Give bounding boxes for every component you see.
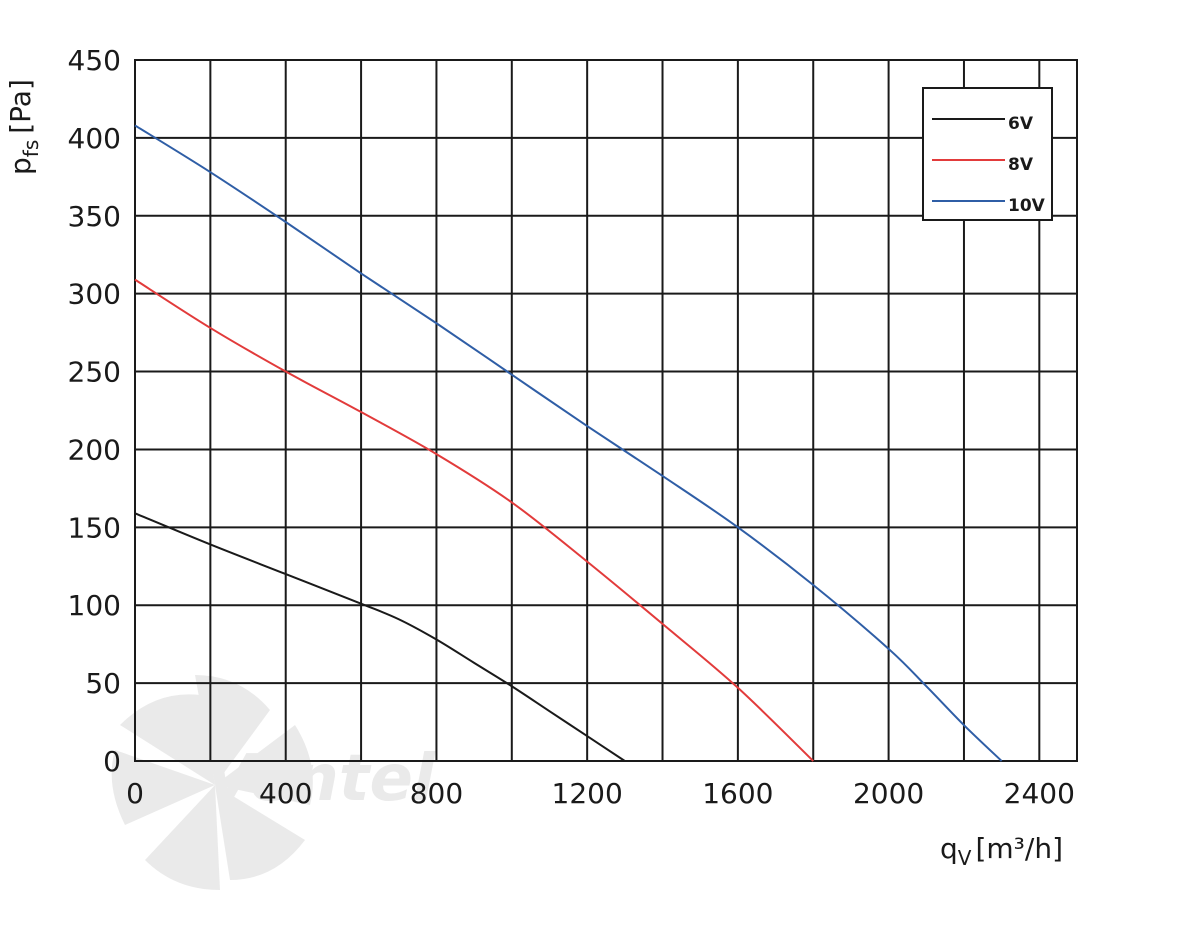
legend-label-8v: 8V [1008,155,1034,175]
y-tick-label: 350 [68,200,121,233]
x-tick-label: 0 [126,777,144,810]
series-line-10v [134,124,1003,762]
y-tick-label: 200 [68,433,121,466]
y-tick-label: 400 [68,122,121,155]
watermark-text: Ventel [205,742,436,816]
x-tick-label: 1200 [552,777,623,810]
series-lines [134,124,1003,762]
y-axis-label-symbol: p [4,157,37,175]
legend-label-6v: 6V [1008,114,1034,134]
y-tick-labels: 0 50 100 150 200 250 300 350 400 450 [68,44,121,778]
y-axis-label-subscript: fs [19,140,43,157]
x-tick-label: 2400 [1004,777,1075,810]
fan-logo-icon [111,675,313,890]
watermark: Ventel [111,675,436,890]
x-axis-label-subscript: V [958,846,972,870]
plot-frame [134,59,1078,762]
plot-area [134,59,1078,762]
x-tick-label: 800 [410,777,463,810]
y-tick-label: 300 [68,278,121,311]
y-tick-label: 450 [68,44,121,77]
x-tick-label: 1600 [702,777,773,810]
legend: 6V 8V 10V [922,87,1053,221]
y-tick-label: 50 [85,667,121,700]
series-line-6v [134,512,626,762]
y-tick-label: 250 [68,356,121,389]
y-tick-label: 150 [68,511,121,544]
legend-label-10v: 10V [1008,196,1046,216]
x-tick-labels: 0 400 800 1200 1600 2000 2400 [126,777,1075,810]
y-axis-label-unit: [Pa] [4,79,37,134]
y-axis-label: pfs [Pa] [4,79,43,175]
x-axis-label: qV [m³/h] [940,832,1063,870]
legend-box [922,87,1053,221]
x-axis-label-unit: [m³/h] [975,832,1063,865]
x-tick-label: 2000 [853,777,924,810]
x-axis-label-symbol: q [940,832,958,865]
y-tick-label: 0 [103,745,121,778]
y-tick-label: 100 [68,589,121,622]
series-line-8v [134,278,814,762]
grid [135,60,1077,761]
x-tick-label: 400 [259,777,312,810]
